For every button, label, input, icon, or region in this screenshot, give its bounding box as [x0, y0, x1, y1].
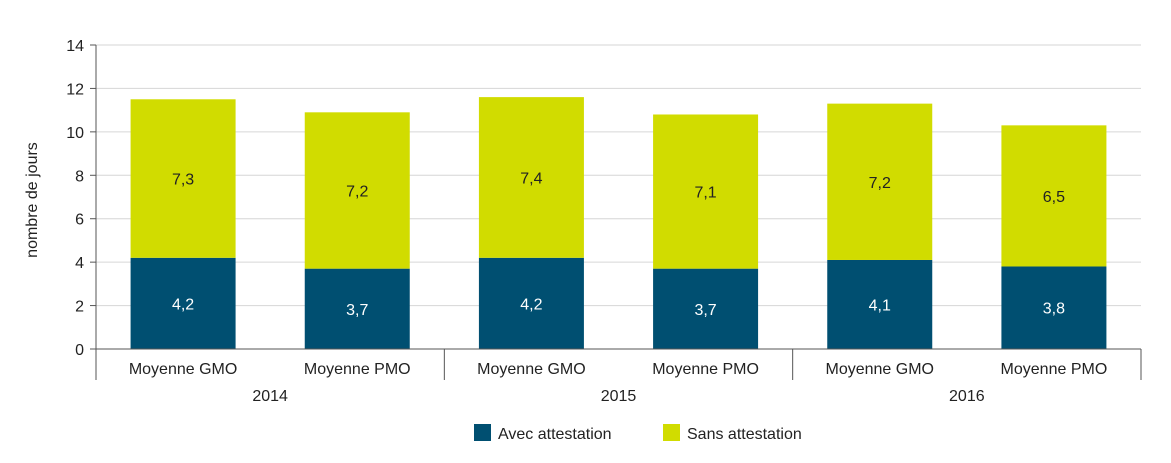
category-label: Moyenne PMO	[1001, 361, 1108, 378]
data-label: 7,4	[520, 170, 542, 187]
category-label: Moyenne GMO	[477, 361, 585, 378]
category-label: Moyenne GMO	[129, 361, 237, 378]
data-label: 3,7	[694, 302, 716, 319]
y-tick-label: 10	[66, 125, 84, 142]
axes	[90, 44, 1142, 380]
data-label: 4,2	[520, 296, 542, 313]
data-label: 7,2	[346, 183, 368, 200]
bar-segment	[304, 112, 410, 269]
data-label: 7,1	[694, 185, 716, 202]
data-label: 6,5	[1043, 189, 1065, 206]
y-tick-label: 2	[75, 299, 84, 316]
data-label: 4,1	[869, 297, 891, 314]
bar-segment	[478, 97, 584, 258]
y-tick-label: 6	[75, 212, 84, 229]
y-axis-title: nombre de jours	[24, 142, 41, 258]
group-label: 2014	[252, 388, 288, 405]
data-label: 4,2	[172, 296, 194, 313]
category-label: Moyenne PMO	[652, 361, 759, 378]
group-label: 2016	[949, 388, 985, 405]
group-label: 2015	[601, 388, 637, 405]
bar-segment	[1001, 266, 1107, 349]
y-tick-label: 12	[66, 81, 84, 98]
bar-segment	[478, 257, 584, 349]
bar-segment	[827, 103, 933, 260]
bar-segment	[827, 259, 933, 349]
bar-segment	[304, 268, 410, 349]
labels: 0 2 4 6 8 10 12 14 4,2 7,3 Moyenne GMO 3,7 7,2 Moyenn…	[66, 38, 1107, 405]
bar-segment	[130, 257, 236, 349]
legend-label: Avec attestation	[498, 426, 612, 443]
data-label: 3,8	[1043, 301, 1065, 318]
data-label: 7,2	[869, 175, 891, 192]
grid-lines	[96, 44, 1141, 307]
bar-segment	[1001, 125, 1107, 267]
category-label: Moyenne GMO	[826, 361, 934, 378]
y-tick-label: 8	[75, 168, 84, 185]
legend: Avec attestation Sans attestation	[474, 424, 802, 443]
legend-swatch	[474, 424, 491, 441]
bar-segment	[130, 99, 236, 258]
y-tick-label: 14	[66, 38, 84, 55]
data-label: 3,7	[346, 302, 368, 319]
legend-label: Sans attestation	[687, 426, 802, 443]
bars	[130, 97, 1107, 349]
y-tick-label: 4	[75, 255, 84, 272]
bar-segment	[653, 268, 759, 349]
category-label: Moyenne PMO	[304, 361, 411, 378]
data-label: 7,3	[172, 172, 194, 189]
bar-segment	[653, 114, 759, 269]
y-tick-label: 0	[75, 342, 84, 359]
legend-swatch	[663, 424, 680, 441]
